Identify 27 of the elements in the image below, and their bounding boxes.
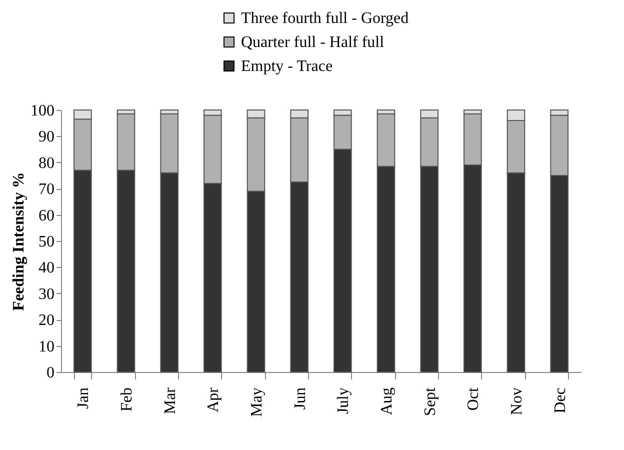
x-tick-label: Oct: [465, 386, 482, 411]
x-tick-label: Mar: [162, 386, 179, 414]
x-tick-label: Dec: [552, 388, 569, 414]
x-tick-label: Aug: [378, 388, 396, 416]
y-tick-label: 20: [38, 312, 54, 330]
x-tick-label: Apr: [205, 386, 222, 412]
y-tick-label: 80: [38, 154, 54, 172]
x-tick-label: July: [335, 388, 352, 414]
y-tick-label: 50: [38, 234, 54, 250]
x-tick-label: Nov: [508, 388, 526, 416]
y-tick-label: 100: [30, 102, 54, 120]
y-tick-label: 60: [38, 207, 54, 224]
y-tick-label: 10: [38, 338, 54, 356]
y-tick-label: 30: [38, 286, 54, 303]
x-tick-label: Feb: [118, 388, 136, 412]
y-tick-label: 40: [38, 260, 54, 277]
x-tick-label: Sept: [422, 386, 439, 416]
x-tick-label: Jan: [75, 388, 92, 409]
legend-label: Three fourth full - Gorged: [241, 10, 409, 27]
y-tick-label: 90: [38, 128, 54, 146]
y-axis-title: Feeding Intensity %: [10, 172, 28, 311]
x-tick-label: May: [248, 388, 266, 417]
y-tick-label: 0: [46, 364, 54, 382]
legend-label: Quarter full - Half full: [241, 34, 385, 51]
x-tick-label: Jun: [292, 388, 309, 410]
legend-label: Empty - Trace: [241, 58, 333, 75]
y-tick-label: 70: [38, 181, 54, 198]
